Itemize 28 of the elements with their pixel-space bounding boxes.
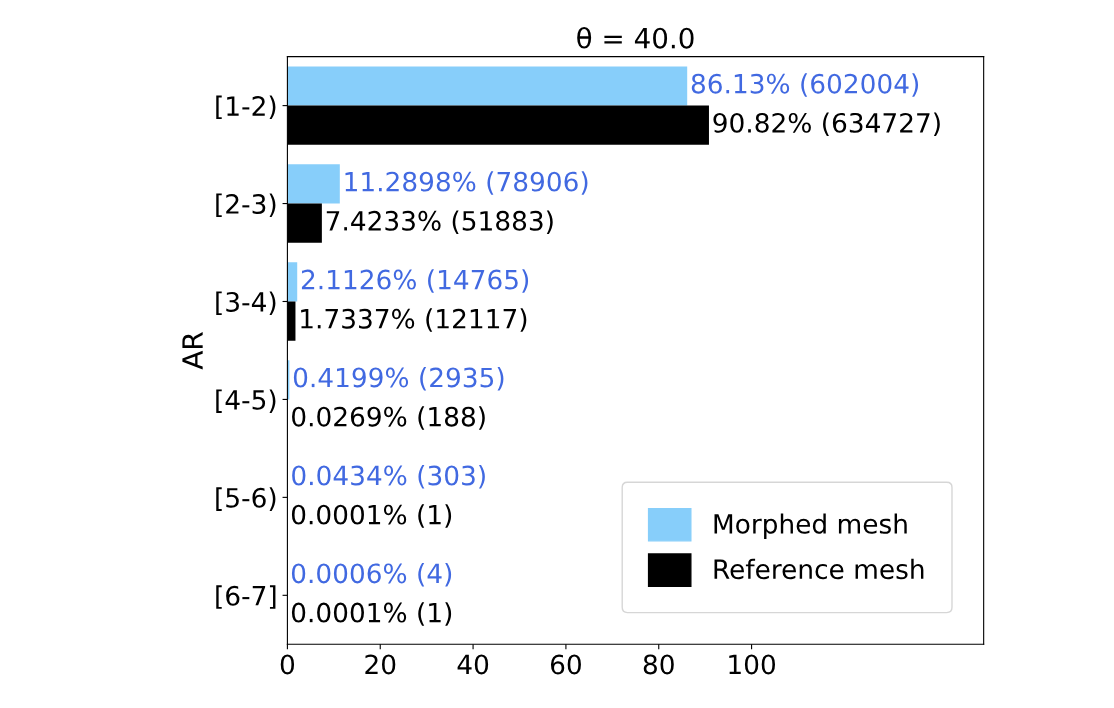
data-label: 1.7337% (12117)	[301, 308, 527, 332]
legend-label: Morphed mesh	[714, 513, 907, 539]
y-axis-title: AR	[182, 332, 203, 370]
data-label: 0.4199% (2935)	[293, 367, 504, 391]
data-label: 11.2898% (78906)	[345, 171, 588, 195]
legend-label: Reference mesh	[714, 558, 924, 580]
data-label: 2.1126% (14765)	[301, 269, 529, 293]
x-tick-label: 80	[643, 654, 674, 675]
y-tick-label: [2-3)	[216, 193, 276, 218]
data-label: 0.0269% (188)	[292, 406, 485, 430]
x-tick-label: 100	[729, 654, 776, 675]
y-tick-label: [6-7]	[216, 585, 276, 609]
x-tick-label: 60	[550, 654, 581, 675]
data-label: 0.0001% (1)	[291, 504, 452, 528]
data-label: 0.0006% (4)	[291, 562, 452, 587]
data-label: 0.0001% (1)	[291, 602, 452, 626]
x-tick-label: 20	[365, 654, 396, 675]
data-label: 0.0434% (303)	[292, 465, 485, 489]
y-tick-label: [4-5)	[216, 389, 276, 413]
data-label: 7.4233% (51883)	[326, 210, 553, 234]
y-tick-label: [1-2)	[216, 95, 276, 120]
y-tick-label: [3-4)	[216, 291, 276, 315]
y-tick-label: [5-6)	[216, 487, 276, 511]
x-tick-label: 0	[280, 654, 295, 675]
data-label: 90.82% (634727)	[713, 112, 940, 136]
chart-title: θ = 40.0	[577, 26, 694, 49]
data-label: 86.13% (602004)	[691, 73, 919, 97]
x-tick-label: 40	[457, 654, 489, 675]
